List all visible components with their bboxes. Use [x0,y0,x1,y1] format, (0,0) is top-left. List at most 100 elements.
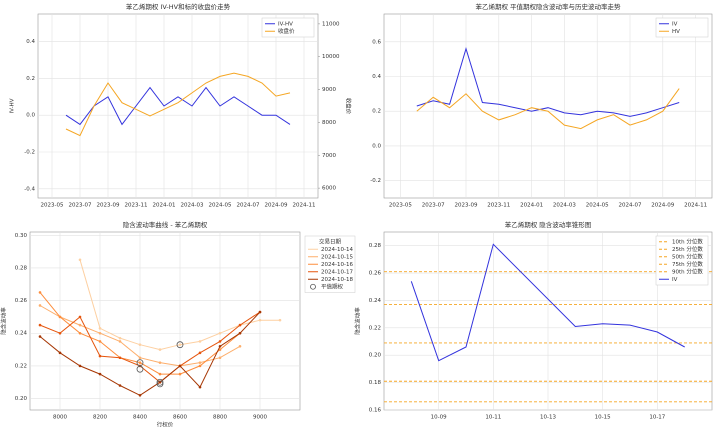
point [118,356,122,360]
legend-title: 交易日期 [319,237,342,245]
x-tick-label: 8800 [213,415,227,421]
point [98,372,102,376]
legend-label: 平值期权 [321,282,344,290]
legend-label: 收盘价 [278,27,295,35]
y-tick-label: 0.28 [15,265,28,271]
point [238,323,242,327]
point [118,340,122,343]
series-line [65,86,291,126]
x-tick-label: 2024-07 [619,203,642,209]
y2-tick-label: 9000 [322,87,336,93]
y-tick-label: 0.30 [15,233,28,239]
series-line [416,46,680,117]
y-tick-label: 0.20 [369,353,382,359]
x-tick-label: 8400 [133,415,147,421]
legend-label: 50th 分位数 [672,252,703,260]
plot-area [37,13,319,199]
legend-label: 90th 分位数 [672,267,703,275]
legend-label: 2024-10-14 [321,247,353,253]
legend-box [655,17,709,38]
legend-label: 2024-10-16 [321,262,353,268]
y-tick-label: 0.0 [372,143,381,149]
point [38,291,42,294]
y-tick-label: 0.26 [369,271,382,277]
y2-tick-label: 8000 [322,120,336,126]
legend-box [261,17,315,38]
y-tick-label: 0.4 [26,39,35,45]
y-tick-label: 0.24 [15,331,28,337]
y-tick-label: 0.28 [369,243,382,249]
y2-tick-label: 11000 [322,21,340,27]
x-tick-label: 2024-01 [153,203,176,209]
point [198,385,202,389]
point [198,364,202,368]
point [98,327,102,330]
x-tick-label: 8600 [173,415,187,421]
x-tick-label: 2023-07 [69,203,92,209]
point [98,331,102,335]
point [38,304,42,307]
point [78,258,82,262]
y-tick-label: -0.4 [24,186,35,192]
x-tick-label: 2023-09 [455,203,478,209]
legend-label: 10th 分位数 [672,237,703,245]
x-tick-label: 10-17 [649,415,665,421]
x-tick-label: 2024-05 [209,203,232,209]
atm-point [176,341,184,349]
point [258,318,262,322]
plot-area [383,13,713,199]
series-line [65,72,291,137]
x-tick-label: 2024-03 [181,203,204,209]
point [238,345,242,348]
chart-title: 苯乙烯期权 平值期权隐含波动率与历史波动率走势 [475,2,621,11]
point [278,318,282,322]
legend-label: 2024-10-17 [321,269,353,275]
x-tick-label: 2024-09 [265,203,288,209]
x-tick-label: 10-11 [485,415,501,421]
legend-label: 75th 分位数 [672,260,703,268]
y2-tick-label: 7000 [322,153,336,159]
y2-axis-label: 收盘价 [345,98,353,115]
y-tick-label: 0.4 [372,74,381,80]
x-tick-label: 2023-11 [487,203,510,209]
point [58,315,62,319]
chart-title: 苯乙烯期权 IV-HV和标的收盘价走势 [126,2,231,11]
point [198,340,202,343]
chart-title: 苯乙烯期权 隐含波动率锥形图 [505,220,592,229]
x-tick-label: 2023-11 [125,203,148,209]
y-tick-label: 0.0 [26,113,35,119]
series-line [39,311,261,396]
x-tick-label: 2023-05 [41,203,64,209]
y-tick-label: 0.20 [15,396,28,402]
point [258,310,262,314]
x-tick-label: 10-09 [431,415,447,421]
y-tick-label: 0.24 [369,298,382,304]
point [178,372,182,376]
x-tick-label: 8000 [53,415,67,421]
x-axis-label: 行权价 [157,421,174,429]
legend-label: HV [672,29,680,35]
y-tick-label: 0.22 [369,325,381,331]
x-tick-label: 10-13 [540,415,556,421]
x-tick-label: 2024-03 [553,203,576,209]
point [98,354,102,358]
x-tick-label: 2023-05 [389,203,412,209]
y-tick-label: 0.22 [15,363,27,369]
point [178,343,182,346]
point [218,340,222,343]
x-tick-label: 8200 [93,415,107,421]
point [178,364,182,368]
point [138,394,142,397]
legend-box [655,235,709,286]
point [218,331,222,335]
point [58,351,62,355]
point [218,356,222,360]
point [78,315,82,319]
point [58,331,62,335]
point [158,361,162,364]
point [198,361,202,364]
point [138,343,142,346]
x-tick-label: 2024-07 [237,203,260,209]
y-tick-label: 0.2 [26,76,35,82]
